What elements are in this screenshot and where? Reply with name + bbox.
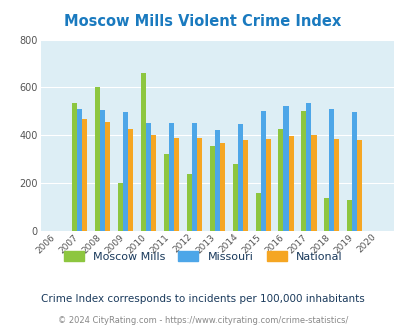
Bar bbox=[214, 130, 219, 231]
Text: Crime Index corresponds to incidents per 100,000 inhabitants: Crime Index corresponds to incidents per… bbox=[41, 294, 364, 304]
Bar bbox=[209, 146, 214, 231]
Bar bbox=[324, 198, 328, 231]
Text: Moscow Mills Violent Crime Index: Moscow Mills Violent Crime Index bbox=[64, 14, 341, 29]
Bar bbox=[219, 143, 224, 231]
Bar bbox=[356, 140, 362, 231]
Bar bbox=[145, 123, 151, 231]
Legend: Moscow Mills, Missouri, National: Moscow Mills, Missouri, National bbox=[59, 247, 346, 267]
Bar bbox=[334, 139, 339, 231]
Bar bbox=[278, 129, 283, 231]
Bar bbox=[128, 129, 133, 231]
Bar bbox=[168, 123, 173, 231]
Text: © 2024 CityRating.com - https://www.cityrating.com/crime-statistics/: © 2024 CityRating.com - https://www.city… bbox=[58, 316, 347, 325]
Bar bbox=[255, 193, 260, 231]
Bar bbox=[265, 139, 270, 231]
Bar bbox=[141, 73, 145, 231]
Bar bbox=[283, 106, 288, 231]
Bar bbox=[288, 136, 293, 231]
Bar bbox=[100, 110, 105, 231]
Bar bbox=[105, 122, 110, 231]
Bar bbox=[260, 112, 265, 231]
Bar bbox=[346, 200, 352, 231]
Bar bbox=[72, 103, 77, 231]
Bar bbox=[186, 174, 191, 231]
Bar bbox=[301, 112, 306, 231]
Bar bbox=[237, 124, 242, 231]
Bar bbox=[328, 110, 334, 231]
Bar bbox=[163, 154, 168, 231]
Bar bbox=[242, 140, 247, 231]
Bar bbox=[95, 87, 100, 231]
Bar bbox=[151, 135, 156, 231]
Bar bbox=[311, 135, 316, 231]
Bar bbox=[117, 183, 123, 231]
Bar bbox=[123, 112, 128, 231]
Bar bbox=[82, 119, 87, 231]
Bar bbox=[196, 138, 201, 231]
Bar bbox=[232, 164, 237, 231]
Bar bbox=[77, 109, 82, 231]
Bar bbox=[173, 138, 179, 231]
Bar bbox=[191, 123, 196, 231]
Bar bbox=[306, 104, 311, 231]
Bar bbox=[352, 112, 356, 231]
